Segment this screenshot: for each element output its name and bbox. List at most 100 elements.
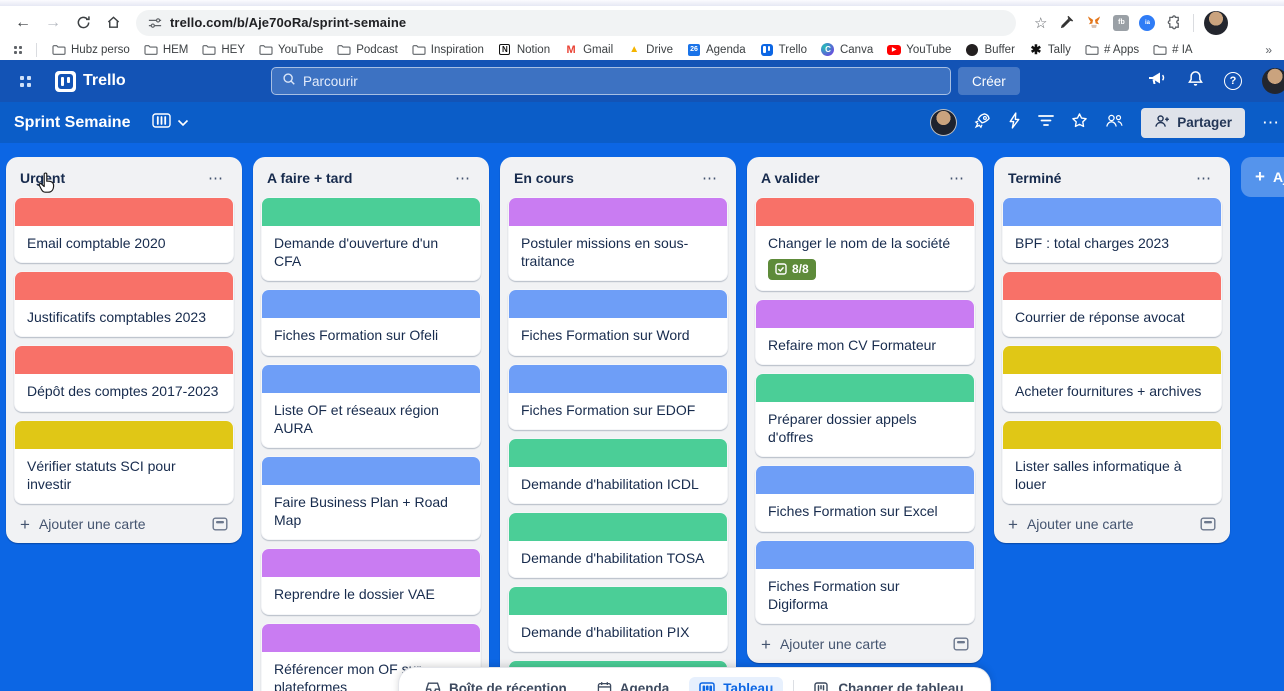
- bookmark-youtube[interactable]: ▶ YouTube: [880, 41, 958, 59]
- url-text[interactable]: trello.com/b/Aje70oRa/sprint-semaine: [170, 15, 407, 30]
- bookmark-drive[interactable]: ▲ Drive: [620, 41, 680, 59]
- bookmark-podcast[interactable]: Podcast: [330, 41, 405, 59]
- bookmark-youtube[interactable]: YouTube: [252, 41, 330, 59]
- card-postuler-missions-en-sous-traitance[interactable]: Postuler missions en sous-traitance: [508, 197, 728, 282]
- bookmark-notion[interactable]: N Notion: [491, 41, 557, 59]
- bookmark-canva[interactable]: C Canva: [814, 41, 880, 59]
- app-switcher-icon[interactable]: [20, 75, 31, 87]
- board-menu-icon[interactable]: ⋯: [1262, 112, 1280, 132]
- reload-icon[interactable]: [70, 10, 96, 36]
- list-footer: + Ajouter une carte: [755, 633, 975, 655]
- search-input[interactable]: Parcourir: [271, 67, 951, 95]
- trello-logo[interactable]: Trello: [55, 70, 126, 92]
- card-reprendre-le-dossier-vae[interactable]: Reprendre le dossier VAE: [261, 548, 481, 615]
- card-lister-salles-informatique-a-louer[interactable]: Lister salles informatique à louer: [1002, 419, 1222, 504]
- browser-profile-avatar[interactable]: [1204, 10, 1229, 35]
- list-title[interactable]: Urgent: [20, 170, 66, 186]
- list-title[interactable]: En cours: [514, 170, 574, 186]
- bookmark-buffer[interactable]: Buffer: [958, 41, 1021, 59]
- card-email-comptable-2020[interactable]: Email comptable 2020: [14, 197, 234, 264]
- account-avatar[interactable]: [1262, 68, 1284, 94]
- list-menu-icon[interactable]: ⋯: [702, 170, 718, 187]
- card-referencer-mon-of-sur-plateformes[interactable]: Référencer mon OF sur plateformes: [261, 622, 481, 691]
- bookmark-ia[interactable]: # IA: [1146, 41, 1199, 59]
- card-bpf-total-charges-2023[interactable]: BPF : total charges 2023: [1002, 197, 1222, 264]
- add-card-button[interactable]: + Ajouter une carte: [761, 636, 887, 653]
- list-menu-icon[interactable]: ⋯: [949, 170, 965, 187]
- bookmark-inspiration[interactable]: Inspiration: [405, 41, 491, 59]
- view-tab-agenda[interactable]: Agenda: [587, 677, 680, 691]
- bookmark-gmail[interactable]: M Gmail: [557, 41, 620, 59]
- card-demande-d-habilitation-pix[interactable]: Demande d'habilitation PIX: [508, 586, 728, 653]
- card-fiches-formation-sur-excel[interactable]: Fiches Formation sur Excel: [755, 465, 975, 532]
- star-icon[interactable]: [1071, 112, 1088, 134]
- bookmark-apps[interactable]: # Apps: [1078, 41, 1146, 59]
- board-view-switcher[interactable]: [152, 112, 189, 133]
- add-card-button[interactable]: + Ajouter une carte: [1008, 516, 1134, 533]
- card-demande-d-habilitation-icdl[interactable]: Demande d'habilitation ICDL: [508, 437, 728, 504]
- list-title[interactable]: Terminé: [1008, 170, 1062, 186]
- list-title[interactable]: A faire + tard: [267, 170, 353, 186]
- member-avatar[interactable]: [930, 109, 958, 136]
- card-demande-d-habilitation-tosa[interactable]: Demande d'habilitation TOSA: [508, 511, 728, 579]
- card-depot-des-comptes-2017-2023[interactable]: Dépôt des comptes 2017-2023: [14, 345, 234, 412]
- list-menu-icon[interactable]: ⋯: [455, 170, 471, 187]
- list-title[interactable]: A valider: [761, 170, 820, 186]
- notifications-bell-icon[interactable]: [1187, 70, 1204, 92]
- add-list-button[interactable]: + Ajouter une autre liste: [1241, 157, 1284, 197]
- card-template-icon[interactable]: [212, 517, 228, 531]
- automation-lightning-icon[interactable]: [1008, 111, 1021, 134]
- view-tab-changer-de-tableau[interactable]: Changer de tableau: [804, 677, 973, 691]
- card-refaire-mon-cv-formateur[interactable]: Refaire mon CV Formateur: [755, 298, 975, 365]
- board-title[interactable]: Sprint Semaine: [14, 113, 131, 131]
- card-verifier-statuts-sci-pour-investir[interactable]: Vérifier statuts SCI pour investir: [14, 419, 234, 504]
- home-icon[interactable]: [100, 10, 126, 36]
- ia-badge-extension-icon[interactable]: ia: [1139, 14, 1156, 31]
- url-bar[interactable]: trello.com/b/Aje70oRa/sprint-semaine: [136, 9, 1016, 36]
- bookmark-hey[interactable]: HEY: [195, 41, 252, 59]
- metamask-extension-icon[interactable]: [1085, 14, 1103, 32]
- view-tab-boite-de-reception[interactable]: Boîte de réception: [415, 677, 577, 691]
- bookmark-hem[interactable]: HEM: [137, 41, 196, 59]
- bookmarks-overflow-chevron[interactable]: »: [1265, 42, 1272, 57]
- card-template-icon[interactable]: [1200, 517, 1216, 531]
- card-fiches-formation-sur-ofeli[interactable]: Fiches Formation sur Ofeli: [261, 289, 481, 356]
- card-title: Refaire mon CV Formateur: [768, 336, 937, 353]
- power-ups-rocket-icon[interactable]: [974, 112, 991, 134]
- add-card-button[interactable]: + Ajouter une carte: [20, 516, 146, 533]
- color-picker-extension-icon[interactable]: [1057, 14, 1075, 32]
- framebox-extension-icon[interactable]: fb: [1113, 14, 1130, 31]
- forward-icon[interactable]: →: [45, 13, 61, 31]
- card-acheter-fournitures-archives[interactable]: Acheter fournitures + archives: [1002, 345, 1222, 412]
- card-fiches-formation-sur-digiforma[interactable]: Fiches Formation sur Digiforma: [755, 539, 975, 624]
- card-cover-purple: [262, 549, 480, 578]
- create-button[interactable]: Créer: [958, 67, 1020, 95]
- card-courrier-de-reponse-avocat[interactable]: Courrier de réponse avocat: [1002, 271, 1222, 338]
- bookmark-tally[interactable]: ✱ Tally: [1022, 41, 1078, 59]
- card-changer-le-nom-de-la-societe[interactable]: Changer le nom de la société 8/8: [755, 197, 975, 291]
- back-icon[interactable]: ←: [15, 13, 31, 31]
- bookmark-trello[interactable]: Trello: [753, 41, 814, 59]
- list-menu-icon[interactable]: ⋯: [1196, 170, 1212, 187]
- share-button[interactable]: Partager: [1141, 107, 1245, 138]
- card-liste-of-et-reseaux-region-aura[interactable]: Liste OF et réseaux région AURA: [261, 363, 481, 448]
- card-justificatifs-comptables-2023[interactable]: Justificatifs comptables 2023: [14, 271, 234, 338]
- bookmark-agenda[interactable]: 26 Agenda: [680, 41, 753, 59]
- view-tab-tableau[interactable]: Tableau: [689, 677, 784, 691]
- card-fiches-formation-sur-edof[interactable]: Fiches Formation sur EDOF: [508, 363, 728, 430]
- filter-icon[interactable]: [1038, 114, 1055, 132]
- card-template-icon[interactable]: [953, 637, 969, 651]
- bookmark-star-icon[interactable]: ☆: [1034, 14, 1048, 32]
- list-menu-icon[interactable]: ⋯: [208, 170, 224, 187]
- card-preparer-dossier-appels-d-offres[interactable]: Préparer dossier appels d'offres: [755, 372, 975, 458]
- site-settings-icon[interactable]: [148, 16, 162, 30]
- card-faire-business-plan-road-map[interactable]: Faire Business Plan + Road Map: [261, 455, 481, 541]
- megaphone-icon[interactable]: [1147, 70, 1167, 92]
- card-demande-d-ouverture-d-un-cfa[interactable]: Demande d'ouverture d'un CFA: [261, 197, 481, 282]
- card-fiches-formation-sur-word[interactable]: Fiches Formation sur Word: [508, 289, 728, 356]
- visibility-people-icon[interactable]: [1105, 113, 1124, 133]
- bookmark-hubz-perso[interactable]: Hubz perso: [45, 41, 137, 59]
- apps-grid-icon[interactable]: [14, 45, 22, 54]
- help-icon[interactable]: ?: [1224, 72, 1242, 90]
- extensions-puzzle-icon[interactable]: [1165, 14, 1183, 32]
